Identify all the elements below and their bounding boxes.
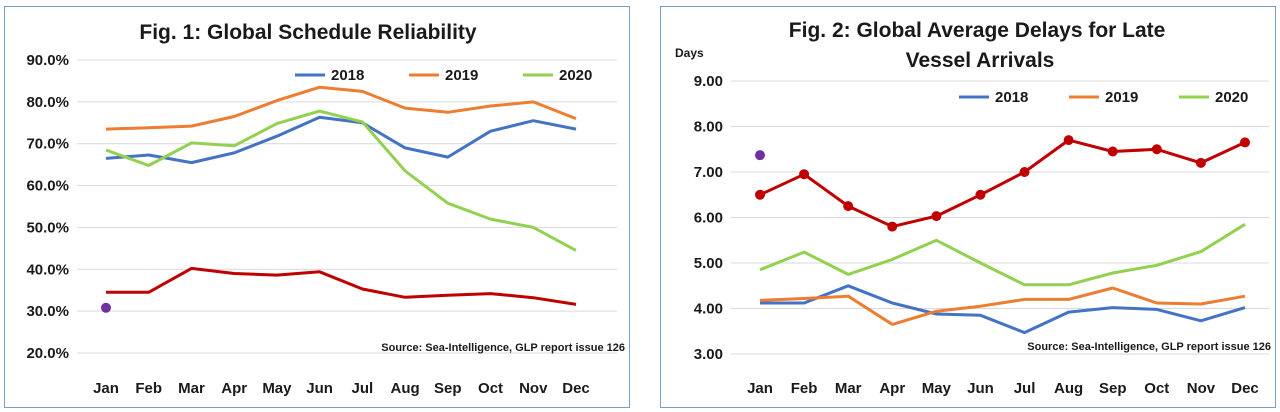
data-point: [799, 169, 810, 180]
schedule-reliability-chart: Fig. 1: Global Schedule Reliability 90.0…: [26, 21, 625, 397]
data-point: [887, 221, 898, 232]
x-tick-label: Jun: [306, 380, 333, 397]
highlight-point: [101, 302, 111, 313]
x-tick-label: Mar: [178, 380, 205, 397]
x-tick-label: Sep: [434, 380, 462, 397]
x-tick-label: Oct: [478, 380, 503, 397]
x-tick-label: Jul: [1014, 380, 1036, 397]
series-line-2019: [105, 85, 577, 131]
y-tick-label: 90.0%: [26, 52, 69, 69]
legend-label: 2019: [445, 67, 478, 84]
x-tick-label: Nov: [519, 380, 548, 397]
chart-title: Fig. 1: Global Schedule Reliability: [139, 21, 477, 44]
data-point: [1151, 144, 1162, 155]
x-tick-label: Jul: [352, 380, 374, 397]
series-line-2018: [105, 115, 577, 165]
x-tick-label: Sep: [1099, 380, 1127, 397]
x-tick-label: Feb: [791, 380, 818, 397]
x-tick-label: Oct: [1144, 380, 1169, 397]
y-tick-label: 6.00: [694, 210, 723, 227]
x-tick-label: Dec: [1231, 380, 1259, 397]
x-tick-label: Jun: [967, 380, 994, 397]
data-point: [1019, 167, 1030, 177]
y-tick-label: 7.00: [694, 164, 723, 181]
chart-title-line-2: Vessel Arrivals: [906, 49, 1055, 72]
y-tick-label: 70.0%: [26, 136, 69, 153]
data-point: [1063, 135, 1074, 146]
y-tick-label: 20.0%: [26, 345, 69, 362]
y-tick-label: 80.0%: [26, 94, 69, 111]
x-tick-label: Feb: [135, 380, 162, 397]
x-tick-label: Jan: [747, 380, 773, 397]
y-tick-label: 5.00: [694, 255, 723, 272]
x-tick-label: Dec: [562, 380, 590, 397]
data-point: [975, 189, 986, 200]
y-tick-label: 9.00: [694, 73, 723, 90]
legend-label: 2018: [995, 89, 1028, 106]
x-tick-label: May: [922, 380, 952, 397]
legend-label: 2020: [1215, 89, 1248, 106]
series-line-2019: [759, 286, 1246, 326]
data-point: [1195, 157, 1206, 168]
schedule-reliability-chart-panel: Fig. 1: Global Schedule Reliability 90.0…: [4, 6, 630, 408]
x-tick-label: Mar: [835, 380, 862, 397]
x-tick-label: Nov: [1187, 380, 1216, 397]
data-point: [1107, 146, 1118, 157]
series-line-2018: [760, 284, 1246, 335]
y-tick-label: 40.0%: [26, 261, 69, 278]
data-point: [755, 189, 765, 200]
source-note: Source: Sea-Intelligence, GLP report iss…: [1027, 341, 1271, 353]
y-axis-label: Days: [675, 46, 704, 60]
highlight-point: [755, 150, 765, 161]
x-tick-label: Aug: [391, 380, 420, 397]
data-point: [1240, 137, 1250, 148]
data-point: [931, 211, 942, 222]
chart-title-line-1: Fig. 2: Global Average Delays for Late: [789, 19, 1166, 42]
data-point: [843, 201, 854, 212]
x-tick-label: Aug: [1054, 380, 1083, 397]
series-line-2020: [105, 109, 577, 252]
y-tick-label: 50.0%: [26, 219, 69, 236]
x-tick-label: Jan: [93, 380, 119, 397]
chart-title: Fig. 2: Global Average Delays for Late V…: [789, 19, 1171, 72]
series-line-unnamed: [106, 266, 577, 306]
y-tick-label: 30.0%: [26, 303, 69, 320]
legend-label: 2019: [1105, 89, 1138, 106]
legend-label: 2018: [331, 67, 364, 84]
series-line-2020: [759, 223, 1246, 287]
x-tick-label: Apr: [221, 380, 247, 397]
y-tick-label: 3.00: [694, 346, 723, 363]
x-tick-label: May: [262, 380, 292, 397]
y-tick-label: 4.00: [694, 301, 723, 318]
series-line-unnamed: [759, 138, 1246, 229]
source-note: Source: Sea-Intelligence, GLP report iss…: [381, 342, 625, 354]
average-delays-chart: Fig. 2: Global Average Delays for Late V…: [675, 19, 1271, 397]
y-tick-label: 60.0%: [26, 178, 69, 195]
x-tick-label: Apr: [879, 380, 905, 397]
legend-label: 2020: [559, 67, 592, 84]
y-tick-label: 8.00: [694, 119, 723, 136]
average-delays-chart-panel: Fig. 2: Global Average Delays for Late V…: [660, 6, 1276, 408]
